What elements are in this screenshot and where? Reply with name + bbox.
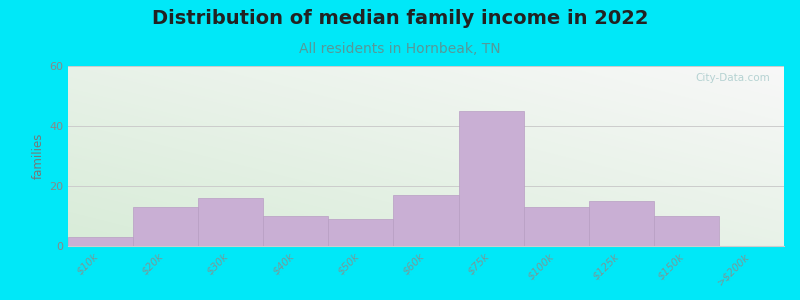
Text: All residents in Hornbeak, TN: All residents in Hornbeak, TN [299,42,501,56]
Bar [263,216,328,246]
Bar [133,207,198,246]
Bar [394,195,458,246]
Bar [654,216,719,246]
Bar [589,201,654,246]
Text: Distribution of median family income in 2022: Distribution of median family income in … [152,9,648,28]
Bar [68,237,133,246]
Bar [328,219,394,246]
Y-axis label: families: families [32,133,45,179]
Bar [458,111,524,246]
Bar [198,198,263,246]
Text: City-Data.com: City-Data.com [695,73,770,83]
Bar [524,207,589,246]
